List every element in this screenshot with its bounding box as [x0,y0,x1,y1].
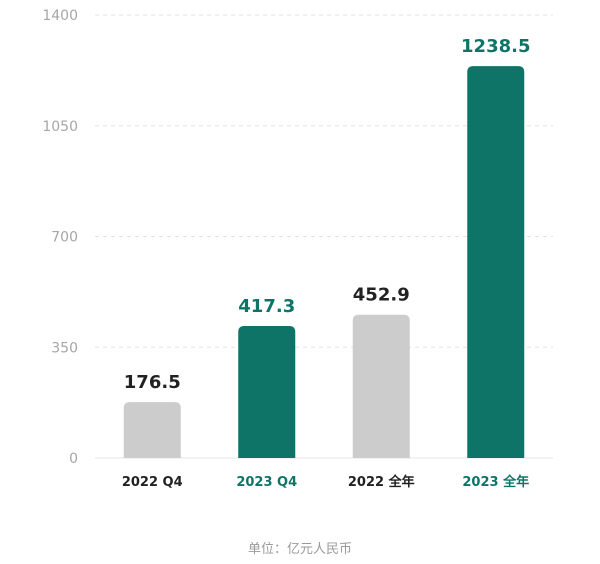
x-tick-label: 2023 全年 [462,474,529,490]
y-tick-label: 1050 [42,119,78,135]
bar [352,314,410,458]
unit-note: 单位：亿元人民币 [247,542,352,557]
data-label: 176.5 [124,372,181,393]
y-tick-label: 0 [69,451,78,467]
y-tick-label: 1400 [42,8,78,24]
data-label: 1238.5 [461,36,530,57]
y-tick-label: 350 [51,340,78,356]
bar [123,402,181,458]
bar [467,66,525,459]
bar [238,325,296,458]
x-tick-label: 2023 Q4 [236,475,297,490]
y-tick-label: 700 [51,230,78,246]
x-tick-label: 2022 全年 [348,474,415,490]
x-tick-label: 2022 Q4 [122,475,183,490]
bar-chart: 0 350 700 1050 1400 176.5 2022 Q4 417.3 2023 Q4 4… [42,8,553,490]
data-label: 417.3 [238,296,295,317]
data-label: 452.9 [353,285,410,306]
